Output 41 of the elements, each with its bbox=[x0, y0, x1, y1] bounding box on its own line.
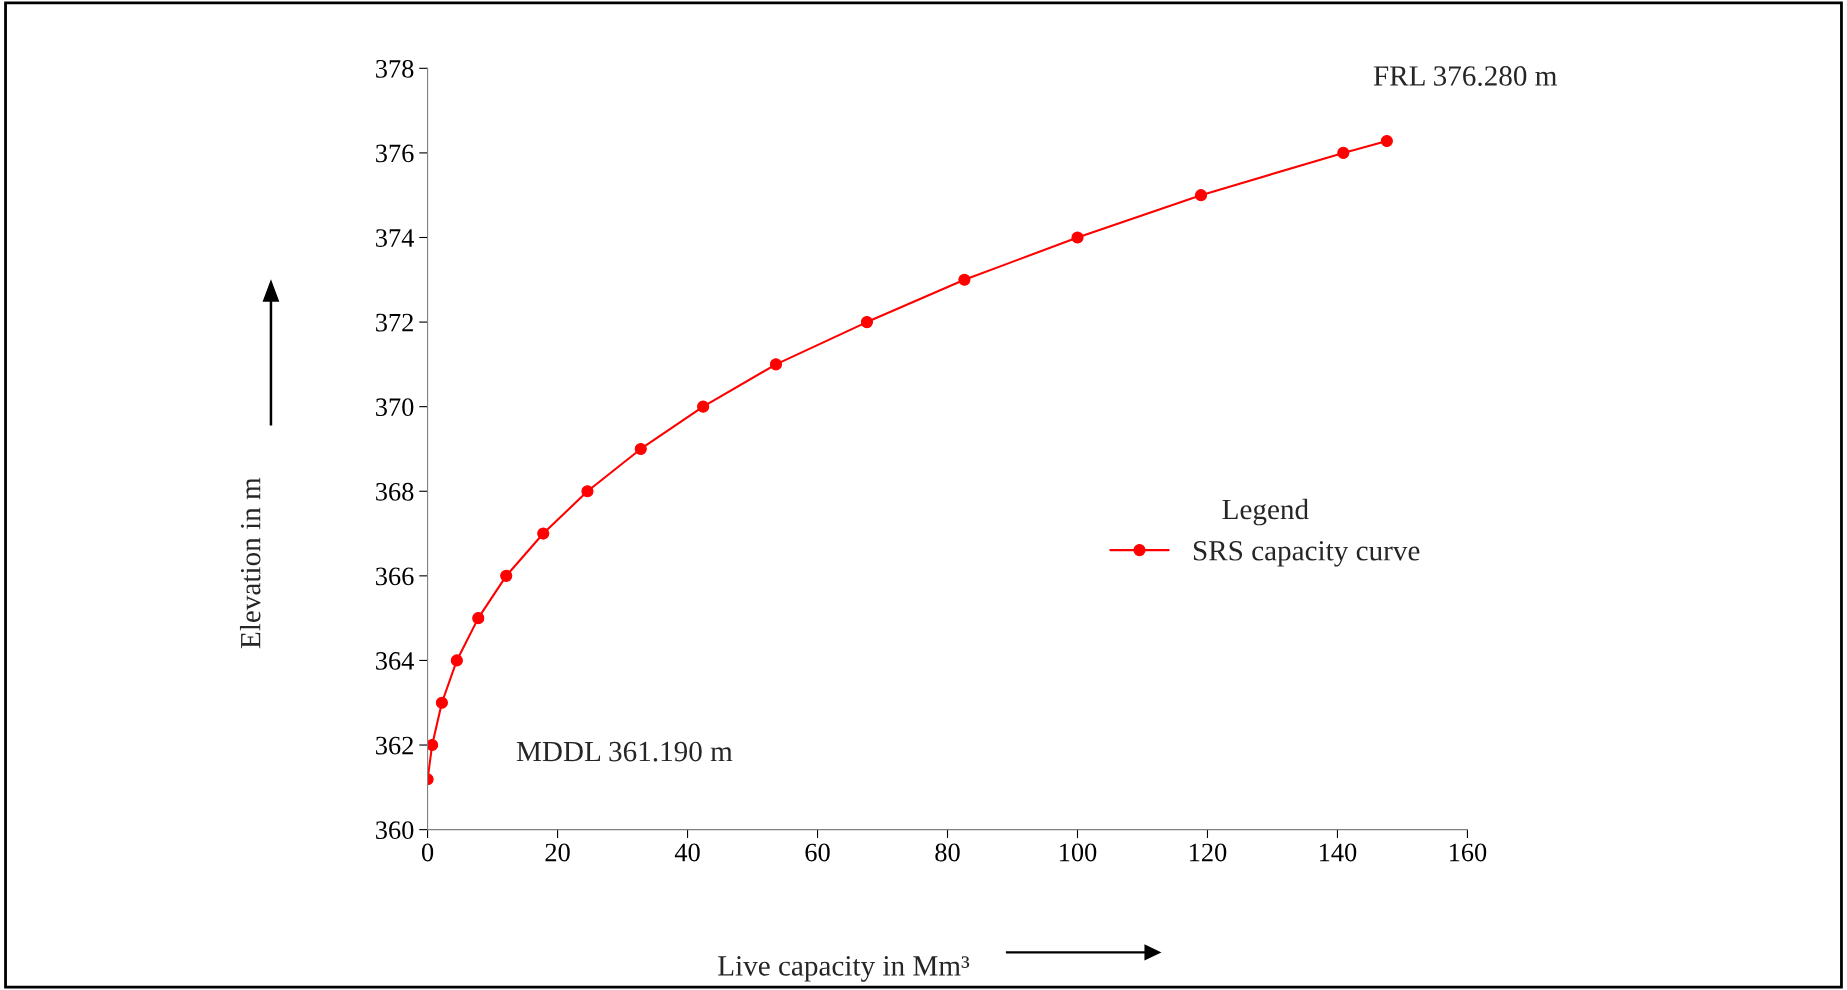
x-tick-label: 100 bbox=[1060, 843, 1097, 862]
point bbox=[472, 612, 485, 625]
y-tick-label: 372 bbox=[376, 313, 413, 332]
point bbox=[1337, 146, 1350, 159]
x-tick-label: 20 bbox=[545, 843, 570, 862]
point bbox=[634, 442, 647, 456]
x-tick-label: 40 bbox=[674, 843, 700, 862]
point bbox=[1071, 231, 1084, 244]
annotation: MDDL 361.190 m bbox=[516, 741, 733, 762]
y-tick-label: 376 bbox=[376, 144, 414, 163]
point bbox=[1194, 189, 1208, 202]
y-tick-label: 362 bbox=[376, 736, 413, 755]
point bbox=[435, 696, 448, 709]
point bbox=[860, 316, 873, 329]
point bbox=[427, 738, 439, 752]
point bbox=[450, 654, 463, 667]
annotation: FRL 376.280 m bbox=[1373, 66, 1557, 86]
point bbox=[537, 527, 550, 540]
y-tick-label: 368 bbox=[376, 482, 414, 501]
legend-title: Legend bbox=[1222, 498, 1309, 526]
y-tick-label: 364 bbox=[376, 652, 414, 670]
y-axis-title: Elevation in m bbox=[239, 477, 261, 649]
y-tick-label: 366 bbox=[376, 567, 414, 586]
y-tick-label: 378 bbox=[376, 59, 414, 78]
y-tick-label: 360 bbox=[376, 821, 414, 840]
point bbox=[769, 358, 783, 371]
point bbox=[1380, 134, 1393, 148]
point bbox=[958, 273, 971, 286]
x-tick-label: 80 bbox=[935, 843, 960, 862]
x-tick-label: 160 bbox=[1449, 843, 1487, 862]
legend-label: SRS capacity curve bbox=[1193, 541, 1420, 567]
x-tick-label: 0 bbox=[421, 843, 434, 862]
point bbox=[697, 400, 710, 413]
x-tick-label: 120 bbox=[1190, 843, 1227, 862]
point bbox=[581, 485, 594, 498]
y-tick-label: 370 bbox=[376, 398, 414, 417]
x-tick-label: 140 bbox=[1319, 843, 1357, 862]
x-axis-title: Live capacity in Mm³ bbox=[718, 956, 970, 982]
point bbox=[500, 569, 513, 582]
y-tick-label: 374 bbox=[376, 229, 414, 247]
x-tick-label: 60 bbox=[805, 843, 830, 862]
